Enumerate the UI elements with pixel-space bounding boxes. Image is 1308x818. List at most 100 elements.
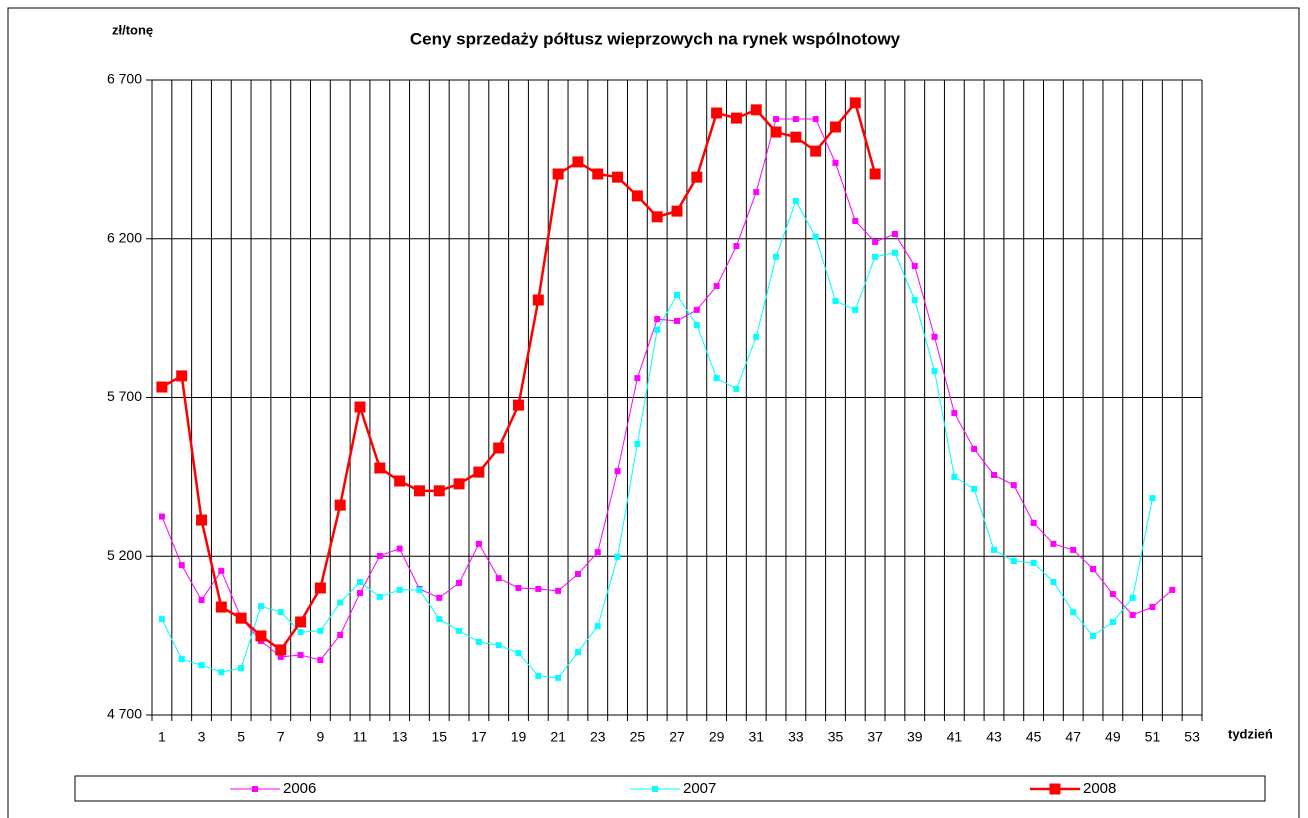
data-point	[869, 168, 881, 180]
data-point	[196, 514, 208, 526]
data-point	[257, 603, 264, 610]
x-tick-label: 15	[431, 729, 447, 745]
data-point	[555, 674, 562, 681]
data-point	[275, 644, 287, 656]
data-point	[394, 475, 406, 487]
data-point	[951, 473, 958, 480]
data-point	[515, 650, 522, 657]
data-point	[1109, 591, 1116, 598]
x-tick-label: 33	[788, 729, 804, 745]
data-point	[654, 326, 661, 333]
data-point	[1030, 559, 1037, 566]
y-axis-label: zł/tonę	[112, 22, 153, 37]
data-point	[990, 546, 997, 553]
data-point	[849, 97, 861, 109]
data-point	[971, 485, 978, 492]
data-point	[730, 112, 742, 124]
data-point	[297, 651, 304, 658]
data-point	[713, 283, 720, 290]
data-point	[594, 549, 601, 556]
data-point	[238, 665, 245, 672]
data-point	[1070, 609, 1077, 616]
data-point	[436, 616, 443, 623]
data-point	[354, 401, 366, 413]
y-tick-label: 6 200	[107, 229, 142, 245]
x-tick-label: 9	[316, 729, 324, 745]
data-point	[750, 104, 762, 116]
data-point	[413, 485, 425, 497]
series-line	[161, 118, 1173, 661]
data-point	[911, 297, 918, 304]
data-point	[396, 545, 403, 552]
data-point	[574, 649, 581, 656]
data-point	[374, 462, 386, 474]
y-tick-label: 5 700	[107, 388, 142, 404]
data-point	[535, 585, 542, 592]
legend-label: 2008	[1083, 780, 1116, 797]
data-point	[634, 440, 641, 447]
x-tick-label: 5	[237, 729, 245, 745]
data-point	[416, 586, 423, 593]
data-point	[891, 249, 898, 256]
data-point	[295, 616, 307, 628]
x-tick-label: 37	[867, 729, 883, 745]
data-point	[574, 571, 581, 578]
data-point	[453, 478, 465, 490]
data-point	[178, 562, 185, 569]
data-point	[832, 159, 839, 166]
data-point	[215, 601, 227, 613]
data-point	[891, 230, 898, 237]
data-point	[614, 468, 621, 475]
data-point	[235, 612, 247, 624]
x-tick-label: 31	[748, 729, 764, 745]
data-point	[1010, 558, 1017, 565]
data-point	[495, 642, 502, 649]
data-point	[852, 306, 859, 313]
data-point	[773, 253, 780, 260]
data-point	[334, 499, 346, 511]
legend-marker	[1049, 783, 1061, 795]
x-tick-label: 29	[709, 729, 725, 745]
legend-label: 2007	[683, 780, 716, 797]
data-point	[733, 243, 740, 250]
data-point	[671, 205, 683, 217]
data-point	[456, 627, 463, 634]
x-tick-label: 21	[550, 729, 566, 745]
data-point	[495, 575, 502, 582]
data-point	[931, 333, 938, 340]
x-tick-label: 39	[907, 729, 923, 745]
data-point	[1050, 578, 1057, 585]
legend-label: 2006	[283, 780, 316, 797]
x-tick-label: 27	[669, 729, 685, 745]
data-point	[158, 513, 165, 520]
data-point	[614, 553, 621, 560]
data-point	[156, 381, 168, 393]
x-tick-label: 3	[198, 729, 206, 745]
data-point	[951, 410, 958, 417]
data-point	[770, 126, 782, 138]
data-point	[314, 582, 326, 594]
data-point	[674, 317, 680, 324]
data-point	[812, 116, 819, 123]
data-point	[594, 623, 601, 630]
data-point	[872, 238, 879, 245]
data-point	[651, 211, 663, 223]
data-point	[493, 442, 505, 454]
data-point	[829, 121, 841, 133]
data-point	[475, 540, 482, 547]
legend-marker	[252, 786, 258, 792]
data-point	[1090, 632, 1097, 639]
data-point	[753, 189, 760, 196]
data-point	[612, 171, 624, 183]
x-tick-label: 25	[630, 729, 646, 745]
data-point	[456, 579, 463, 586]
data-point	[1050, 540, 1057, 547]
data-point	[376, 593, 383, 600]
data-point	[1109, 618, 1116, 625]
data-point	[218, 669, 225, 676]
data-point	[634, 375, 641, 382]
data-point	[572, 156, 584, 168]
data-point	[931, 368, 938, 375]
data-point	[1129, 594, 1136, 601]
